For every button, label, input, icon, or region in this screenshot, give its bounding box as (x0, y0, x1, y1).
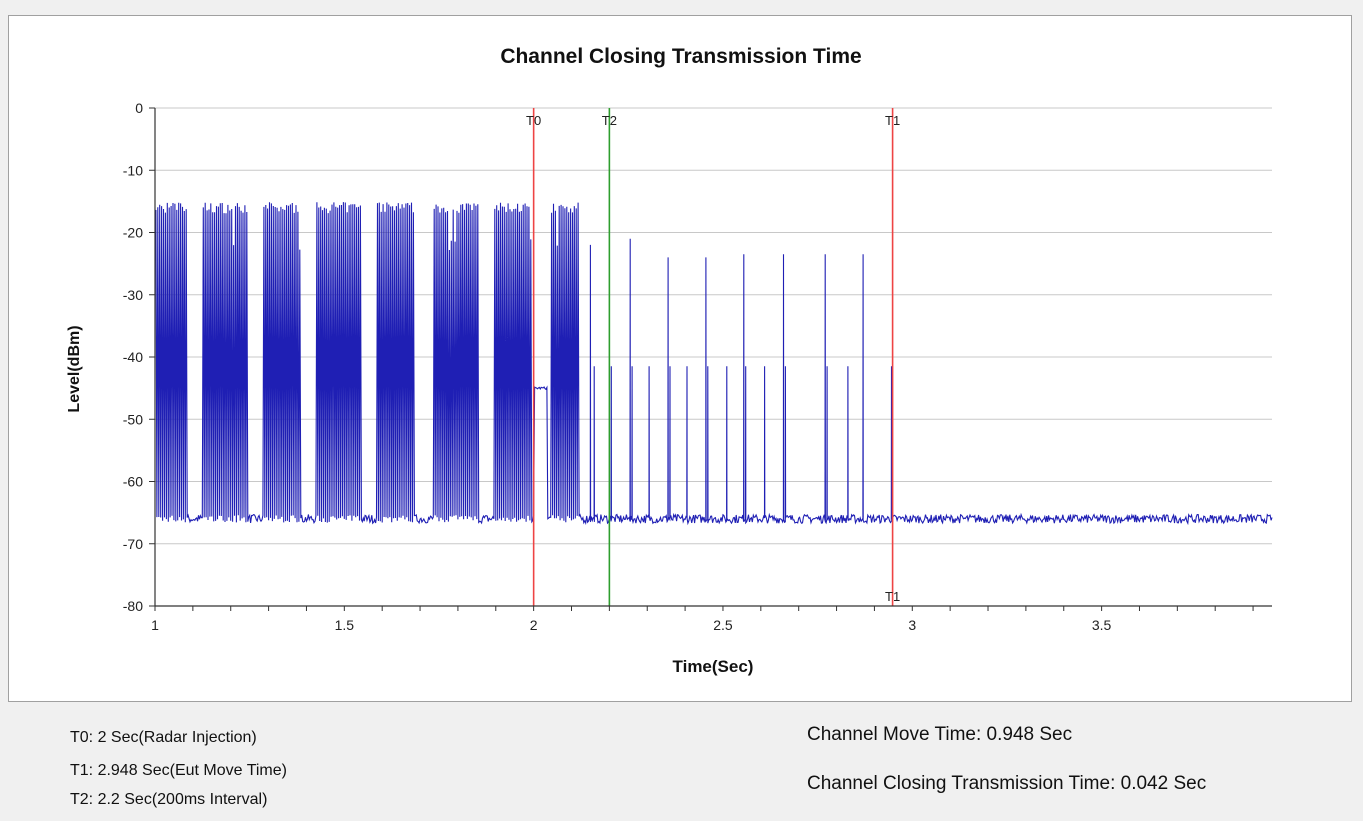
x-tick-label: 3.5 (1092, 617, 1112, 633)
transmission-time-chart: Channel Closing Transmission Time T0 T2 T1… (66, 45, 1273, 676)
t2-info: T2: 2.2 Sec(200ms Interval) (70, 791, 268, 808)
y-tick-label: -50 (123, 411, 143, 427)
x-axis-label: Time(Sec) (673, 657, 754, 676)
x-tick-label: 2 (530, 617, 538, 633)
y-axis-label: Level(dBm) (66, 325, 83, 412)
x-tick-label: 3 (908, 617, 916, 633)
y-tick-label: -10 (123, 162, 143, 178)
y-tick-label: -80 (123, 598, 143, 614)
marker-bottom-label-t1: T1 (885, 589, 900, 604)
marker-label-t0: T0 (526, 113, 541, 128)
y-tick-label: -30 (123, 287, 143, 303)
channel-closing-transmission-time: Channel Closing Transmission Time: 0.042… (807, 773, 1207, 794)
x-tick-label: 1.5 (335, 617, 355, 633)
y-tick-label: 0 (135, 100, 143, 116)
chart-panel: Channel Closing Transmission Time T0 T2 T1… (8, 15, 1352, 702)
marker-label-t1: T1 (885, 113, 900, 128)
y-tick-label: -40 (123, 349, 143, 365)
y-tick-label: -60 (123, 474, 143, 490)
channel-move-time: Channel Move Time: 0.948 Sec (807, 724, 1073, 745)
chart-title: Channel Closing Transmission Time (500, 45, 861, 68)
t0-info: T0: 2 Sec(Radar Injection) (70, 729, 257, 746)
t1-info: T1: 2.948 Sec(Eut Move Time) (70, 762, 287, 779)
marker-label-t2: T2 (602, 113, 617, 128)
y-tick-label: -20 (123, 225, 143, 241)
x-tick-label: 1 (151, 617, 159, 633)
y-tick-label: -70 (123, 536, 143, 552)
signal-level-trace (154, 202, 1273, 526)
x-tick-label: 2.5 (713, 617, 733, 633)
